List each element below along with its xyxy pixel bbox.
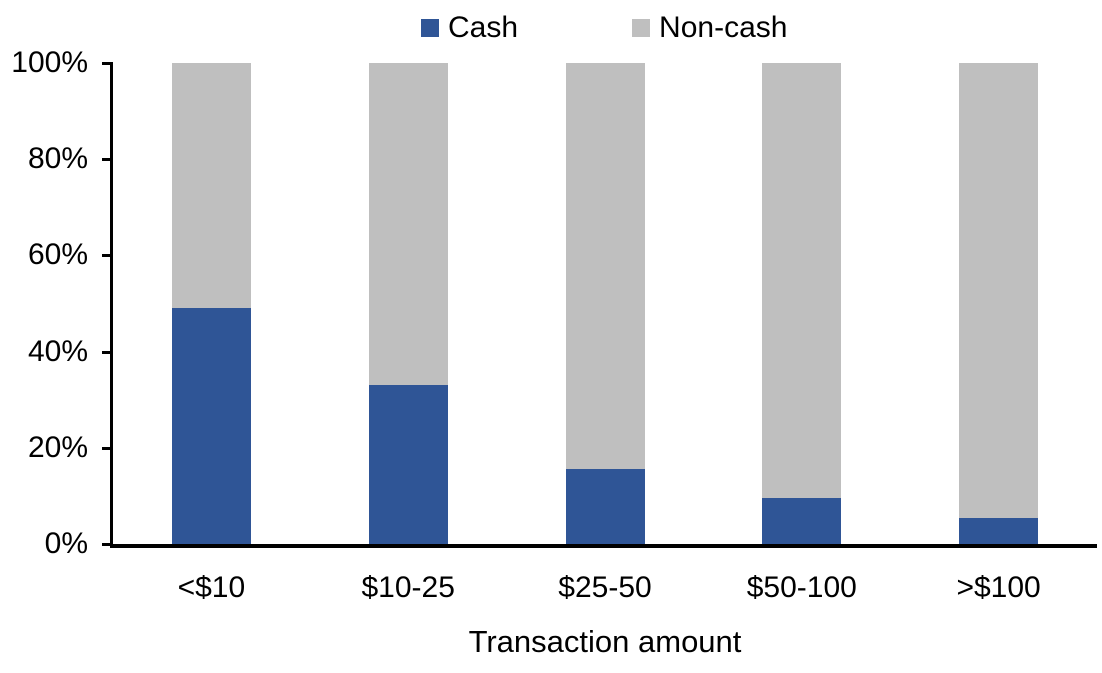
- x-axis-label: <$10: [177, 571, 246, 604]
- bar-3: [565, 63, 645, 544]
- cash-swatch-icon: [421, 19, 439, 37]
- x-axis-label: $10-25: [361, 571, 455, 604]
- legend-item-noncash: Non-cash: [632, 10, 787, 46]
- y-axis-tick: [102, 543, 113, 546]
- y-axis-label: 60%: [27, 238, 88, 272]
- x-axis-label: >$100: [956, 571, 1041, 604]
- bar-segment-cash: [959, 517, 1039, 544]
- noncash-swatch-icon: [632, 19, 651, 37]
- y-axis-label: 100%: [11, 46, 88, 79]
- bar-segment-noncash: [171, 63, 251, 309]
- bar-segment-cash: [368, 385, 448, 544]
- bar-segment-noncash: [368, 63, 448, 386]
- y-axis-tick: [102, 350, 113, 354]
- x-axis-label: $50-100: [746, 571, 857, 604]
- bar-segment-cash: [565, 469, 645, 544]
- bar-1: [171, 63, 251, 544]
- legend-item-cash: Cash: [421, 10, 518, 46]
- bar-4: [762, 63, 842, 544]
- bar-segment-noncash: [762, 63, 842, 499]
- x-axis-line: [110, 544, 1097, 548]
- x-axis-title: Transaction amount: [468, 624, 742, 659]
- bar-segment-noncash: [959, 63, 1039, 518]
- y-axis-label: 20%: [27, 430, 88, 464]
- bar-5: [959, 63, 1039, 544]
- legend: Cash Non-cash: [421, 10, 787, 46]
- y-axis-tick: [102, 158, 113, 162]
- bar-segment-cash: [171, 308, 251, 544]
- y-axis-label: 0%: [44, 527, 88, 560]
- bar-segment-cash: [762, 498, 842, 544]
- bar-segment-noncash: [565, 63, 645, 470]
- y-axis-label: 80%: [27, 142, 88, 176]
- x-axis-label: $25-50: [558, 571, 652, 604]
- legend-label-noncash: Non-cash: [659, 11, 788, 44]
- bar-2: [368, 63, 448, 544]
- y-axis-tick: [102, 446, 113, 450]
- y-axis-label: 40%: [27, 334, 88, 368]
- plot-area: [113, 63, 1097, 544]
- y-axis-tick: [102, 254, 113, 258]
- legend-label-cash: Cash: [448, 11, 519, 44]
- y-axis-line: [110, 63, 113, 548]
- y-axis-tick: [102, 62, 113, 65]
